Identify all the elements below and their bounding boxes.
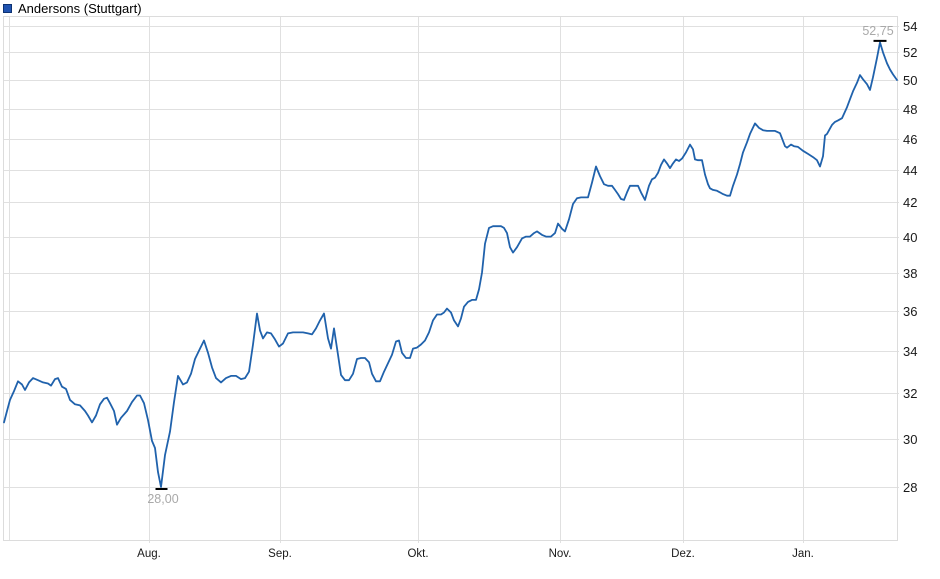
y-axis-tick-label: 54 xyxy=(903,19,917,34)
y-axis-tick-label: 48 xyxy=(903,102,917,117)
y-axis-tick-label: 30 xyxy=(903,432,917,447)
y-axis-tick-label: 50 xyxy=(903,73,917,88)
price-line xyxy=(3,41,898,488)
y-axis-tick-label: 46 xyxy=(903,132,917,147)
x-axis-month-label: Jan. xyxy=(792,548,814,560)
min-annotation-label: 28,00 xyxy=(147,492,178,506)
y-axis-tick-label: 40 xyxy=(903,230,917,245)
y-axis-tick-label: 38 xyxy=(903,266,917,281)
y-axis-tick-label: 34 xyxy=(903,344,917,359)
x-axis-month-label: Dez. xyxy=(671,548,695,560)
max-annotation-label: 52,75 xyxy=(862,24,893,38)
chart-legend: Andersons (Stuttgart) xyxy=(3,2,142,15)
y-axis-tick-label: 52 xyxy=(903,45,917,60)
x-axis-month-label: Nov. xyxy=(549,548,572,560)
chart-legend-label: Andersons (Stuttgart) xyxy=(18,1,142,16)
x-axis-month-label: Aug. xyxy=(137,548,161,560)
y-axis-tick-label: 42 xyxy=(903,195,917,210)
y-axis-tick-label: 36 xyxy=(903,304,917,319)
y-axis-tick-label: 44 xyxy=(903,163,917,178)
legend-marker-icon xyxy=(3,4,12,13)
y-axis-tick-label: 32 xyxy=(903,386,917,401)
y-axis-tick-label: 28 xyxy=(903,480,917,495)
x-axis-month-label: Okt. xyxy=(407,548,428,560)
plot-border xyxy=(3,16,898,541)
x-axis-month-label: Sep. xyxy=(268,548,292,560)
